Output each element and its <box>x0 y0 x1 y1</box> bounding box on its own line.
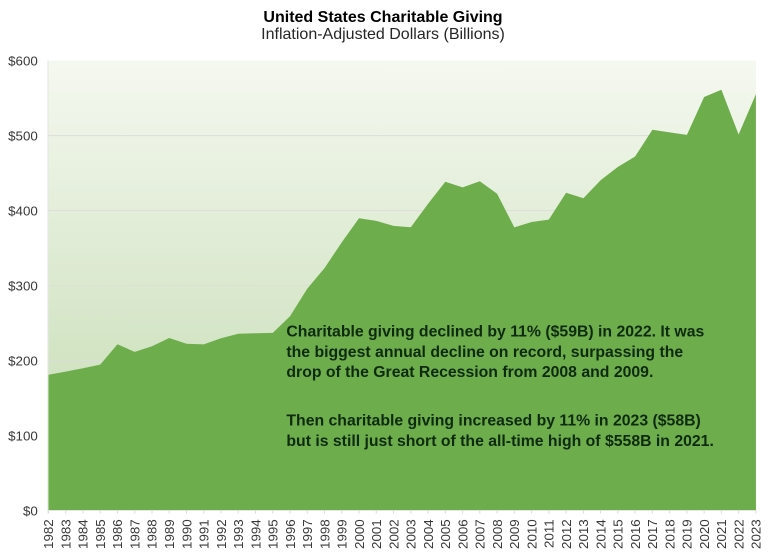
svg-text:2021: 2021 <box>714 519 729 549</box>
svg-text:2003: 2003 <box>404 519 419 549</box>
svg-text:1987: 1987 <box>127 519 142 549</box>
svg-text:2017: 2017 <box>645 519 660 549</box>
svg-text:2009: 2009 <box>507 519 522 549</box>
svg-text:but is still just short of the: but is still just short of the all-time … <box>286 433 713 450</box>
svg-text:$500: $500 <box>8 128 38 143</box>
svg-text:Then charitable giving increas: Then charitable giving increased by 11% … <box>286 413 700 430</box>
svg-text:the biggest annual decline on: the biggest annual decline on record, su… <box>286 344 683 361</box>
svg-text:2022: 2022 <box>731 519 746 549</box>
svg-text:1992: 1992 <box>214 519 229 549</box>
svg-text:2004: 2004 <box>421 519 436 549</box>
svg-text:1999: 1999 <box>335 519 350 549</box>
svg-text:1988: 1988 <box>145 519 160 549</box>
svg-text:1994: 1994 <box>248 519 263 549</box>
svg-text:$200: $200 <box>8 353 38 368</box>
svg-text:$0: $0 <box>23 503 38 518</box>
svg-text:$400: $400 <box>8 203 38 218</box>
svg-text:1984: 1984 <box>76 519 91 549</box>
svg-text:drop of the Great Recession fr: drop of the Great Recession from 2008 an… <box>286 364 653 381</box>
svg-text:1986: 1986 <box>110 519 125 549</box>
svg-text:2011: 2011 <box>542 519 557 548</box>
svg-text:1990: 1990 <box>179 519 194 549</box>
svg-text:Inflation-Adjusted Dollars (Bi: Inflation-Adjusted Dollars (Billions) <box>261 26 505 43</box>
svg-text:United States Charitable Givin: United States Charitable Giving <box>263 9 502 26</box>
svg-text:2008: 2008 <box>490 519 505 549</box>
svg-text:1996: 1996 <box>283 519 298 549</box>
svg-text:2007: 2007 <box>473 519 488 549</box>
svg-text:2006: 2006 <box>455 519 470 549</box>
svg-text:1997: 1997 <box>300 519 315 549</box>
svg-text:1983: 1983 <box>58 519 73 549</box>
svg-text:$300: $300 <box>8 278 38 293</box>
svg-text:1985: 1985 <box>93 519 108 549</box>
svg-text:2005: 2005 <box>438 519 453 549</box>
svg-text:Charitable giving declined by: Charitable giving declined by 11% ($59B)… <box>286 324 704 341</box>
svg-text:$100: $100 <box>8 428 38 443</box>
svg-text:2010: 2010 <box>524 519 539 549</box>
svg-text:2016: 2016 <box>628 519 643 549</box>
svg-text:2019: 2019 <box>680 519 695 549</box>
svg-text:2012: 2012 <box>559 519 574 549</box>
svg-text:2000: 2000 <box>352 519 367 549</box>
svg-text:1989: 1989 <box>162 519 177 549</box>
svg-text:2014: 2014 <box>593 519 608 549</box>
svg-text:1991: 1991 <box>197 519 212 549</box>
svg-text:1998: 1998 <box>317 519 332 549</box>
svg-text:2002: 2002 <box>386 519 401 549</box>
svg-text:2023: 2023 <box>749 519 764 549</box>
svg-text:1993: 1993 <box>231 519 246 549</box>
svg-text:2020: 2020 <box>697 519 712 549</box>
svg-text:2013: 2013 <box>576 519 591 549</box>
svg-text:2015: 2015 <box>611 519 626 549</box>
svg-text:1995: 1995 <box>266 519 281 549</box>
svg-text:$600: $600 <box>8 53 38 68</box>
svg-text:2001: 2001 <box>369 519 384 549</box>
svg-text:2018: 2018 <box>662 519 677 549</box>
svg-text:1982: 1982 <box>41 519 56 549</box>
